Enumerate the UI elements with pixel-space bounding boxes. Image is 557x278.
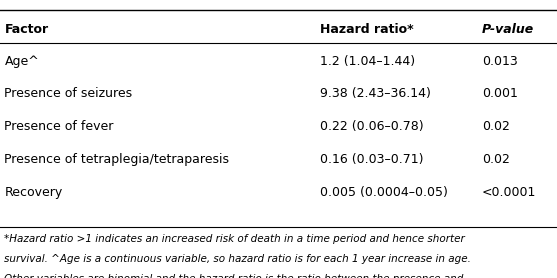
Text: P-value: P-value bbox=[482, 23, 534, 36]
Text: survival. ^Age is a continuous variable, so hazard ratio is for each 1 year incr: survival. ^Age is a continuous variable,… bbox=[4, 254, 471, 264]
Text: 0.16 (0.03–0.71): 0.16 (0.03–0.71) bbox=[320, 153, 424, 166]
Text: 9.38 (2.43–36.14): 9.38 (2.43–36.14) bbox=[320, 88, 431, 100]
Text: 0.013: 0.013 bbox=[482, 55, 517, 68]
Text: Age^: Age^ bbox=[4, 55, 39, 68]
Text: Presence of tetraplegia/tetraparesis: Presence of tetraplegia/tetraparesis bbox=[4, 153, 229, 166]
Text: <0.0001: <0.0001 bbox=[482, 186, 536, 199]
Text: Recovery: Recovery bbox=[4, 186, 63, 199]
Text: Other variables are binomial and the hazard ratio is the ratio between the prese: Other variables are binomial and the haz… bbox=[4, 274, 464, 278]
Text: Presence of seizures: Presence of seizures bbox=[4, 88, 133, 100]
Text: *Hazard ratio >1 indicates an increased risk of death in a time period and hence: *Hazard ratio >1 indicates an increased … bbox=[4, 234, 465, 244]
Text: Factor: Factor bbox=[4, 23, 48, 36]
Text: 0.005 (0.0004–0.05): 0.005 (0.0004–0.05) bbox=[320, 186, 448, 199]
Text: Presence of fever: Presence of fever bbox=[4, 120, 114, 133]
Text: 0.001: 0.001 bbox=[482, 88, 517, 100]
Text: 0.22 (0.06–0.78): 0.22 (0.06–0.78) bbox=[320, 120, 424, 133]
Text: 0.02: 0.02 bbox=[482, 120, 510, 133]
Text: 1.2 (1.04–1.44): 1.2 (1.04–1.44) bbox=[320, 55, 416, 68]
Text: Hazard ratio*: Hazard ratio* bbox=[320, 23, 414, 36]
Text: 0.02: 0.02 bbox=[482, 153, 510, 166]
